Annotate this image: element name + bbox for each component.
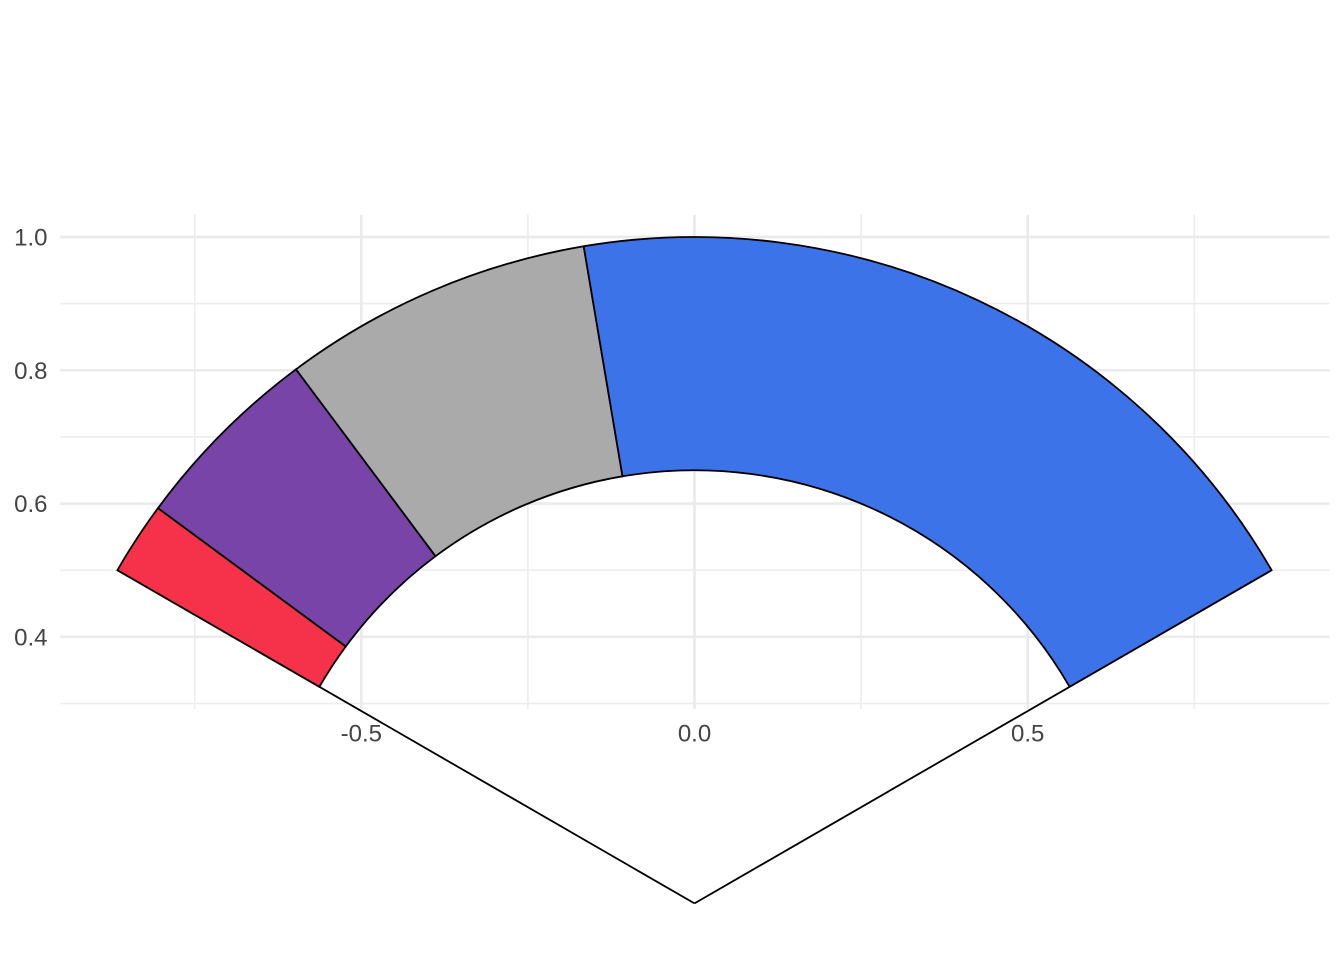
svg-text:-0.5: -0.5 [341, 720, 382, 747]
svg-text:0.8: 0.8 [14, 358, 47, 385]
svg-text:0.6: 0.6 [14, 491, 47, 518]
svg-text:1.0: 1.0 [14, 225, 47, 252]
svg-text:0.4: 0.4 [14, 624, 47, 651]
svg-text:0.5: 0.5 [1011, 720, 1044, 747]
svg-text:0.0: 0.0 [678, 720, 711, 747]
